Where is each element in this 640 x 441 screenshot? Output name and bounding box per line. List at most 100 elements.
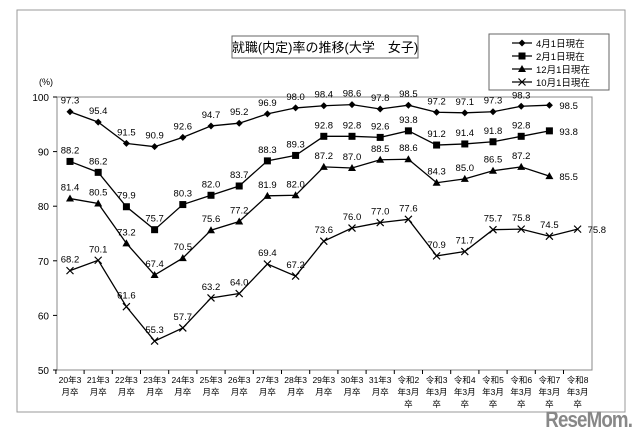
data-label: 92.6 [371,121,390,132]
data-label: 98.0 [286,92,305,103]
data-point [319,237,328,246]
data-label: 95.4 [89,106,108,117]
data-label: 91.5 [117,127,136,138]
legend-marker [518,78,526,86]
legend-label: 2月1日現在 [536,51,585,63]
data-label: 80.3 [174,189,193,200]
x-tick-label: 25年3 [200,375,223,385]
x-tick-label: 令和5 [482,375,504,385]
data-point [517,102,525,110]
x-tick-label: 月卒 [343,387,361,397]
legend-label: 4月1日現在 [536,38,585,50]
x-tick-label: 月卒 [61,387,79,397]
data-label: 93.8 [399,115,418,126]
resemom-logo: ReseMom. [545,407,633,432]
data-point [122,302,131,311]
x-tick-label: 月卒 [372,387,390,397]
data-point [432,251,441,260]
data-label: 93.8 [559,127,578,138]
data-label: 64.0 [230,278,249,289]
data-point [376,218,385,227]
data-label: 92.6 [174,121,193,132]
data-label: 98.3 [512,90,531,101]
data-point [517,132,525,140]
data-label: 85.0 [456,163,475,174]
x-tick-label: 22年3 [115,375,138,385]
data-label: 74.5 [540,220,559,231]
x-tick-label: 令和3 [426,375,448,385]
x-tick-label: 令和4 [454,375,476,385]
x-tick-label: 年3月 [482,387,504,397]
data-label: 76.0 [343,212,362,223]
x-tick-label: 20年3 [59,375,82,385]
data-point [489,108,497,116]
data-label: 81.4 [61,183,80,194]
data-point [66,266,74,275]
y-tick-label: 90 [38,148,50,159]
data-label: 57.7 [174,312,193,323]
data-label: 75.7 [145,214,164,225]
x-tick-label: 卒 [573,399,582,409]
data-point [235,182,243,190]
data-label: 70.1 [89,244,108,255]
x-tick-label: 26年3 [228,375,251,385]
data-point [433,108,441,116]
data-point [376,133,384,141]
x-tick-label: 30年3 [341,375,364,385]
y-tick-label: 70 [38,257,50,268]
data-point [545,127,553,135]
data-label: 70.9 [427,240,446,251]
series-line [69,158,550,276]
data-point [404,101,412,109]
data-point [179,133,187,141]
data-point [291,272,300,281]
series-line [69,218,578,342]
x-tick-label: 年3月 [454,387,476,397]
x-tick-label: 月卒 [287,387,305,397]
data-point [348,101,356,109]
x-tick-label: 年3月 [510,387,532,397]
data-label: 82.0 [202,179,221,190]
x-tick-label: 年3月 [539,387,561,397]
data-point [292,151,300,159]
data-label: 98.6 [343,89,362,100]
data-point [207,226,215,234]
data-label: 86.2 [89,156,108,167]
x-tick-label: 令和6 [510,375,532,385]
data-label: 97.1 [456,97,475,108]
data-point [122,239,131,247]
data-label: 70.5 [174,242,193,253]
legend-box [488,33,610,91]
data-point [94,256,103,265]
legend-marker [518,39,526,47]
data-label: 97.3 [484,96,503,107]
data-point [235,289,244,298]
data-point [179,201,187,209]
data-point [263,260,272,269]
data-point [348,132,356,140]
data-point [545,172,554,180]
data-label: 88.3 [258,145,277,156]
data-point [460,174,469,182]
data-label: 98.5 [399,89,418,100]
x-tick-label: 年3月 [426,387,448,397]
series-line [69,103,550,148]
data-label: 75.6 [202,214,221,225]
y-tick-label: 60 [38,311,50,322]
y-tick-label: 80 [38,202,50,213]
data-label: 97.2 [427,96,446,107]
series-line [69,130,550,231]
data-point [319,162,328,170]
data-label: 88.6 [399,143,418,154]
data-point [461,140,469,148]
x-tick-label: 31年3 [369,375,392,385]
x-tick-label: 令和8 [567,375,589,385]
data-point [291,191,300,199]
data-label: 98.5 [559,101,578,112]
x-tick-label: 23年3 [143,375,166,385]
data-label: 55.3 [145,325,164,336]
y-tick-label: 50 [38,366,50,377]
data-point [207,122,215,130]
